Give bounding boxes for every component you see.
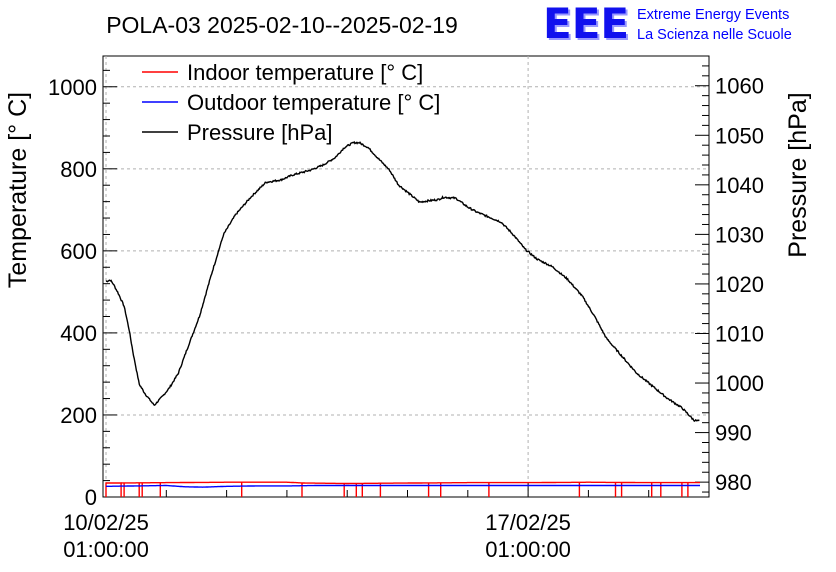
y-right-tick-label: 980: [715, 470, 752, 495]
legend: Indoor temperature [° C] Outdoor tempera…: [142, 60, 440, 145]
y-right-tick-label: 1030: [715, 222, 764, 247]
chart-title: POLA-03 2025-02-10--2025-02-19: [106, 12, 458, 38]
x-tick-label-date: 17/02/25: [485, 510, 571, 535]
x-tick-label-time: 01:00:00: [485, 537, 571, 562]
eee-logo-shadow: EEE: [545, 1, 631, 50]
y-right-tick-label: 1050: [715, 123, 764, 148]
series-line-indoor-temperature: [105, 481, 700, 497]
grid: [103, 56, 709, 497]
axes: 0 200 400 600 800 1000 980 990 1000 1010 1020 1030 1…: [48, 55, 764, 562]
eee-logo: EEE EEE: [543, 0, 631, 50]
legend-label-indoor: Indoor temperature [° C]: [187, 60, 423, 85]
y-axis-right-label: Pressure [hPa]: [784, 92, 812, 257]
y-left-tick-label: 400: [60, 321, 97, 346]
legend-label-outdoor: Outdoor temperature [° C]: [187, 90, 440, 115]
x-tick-label-date: 10/02/25: [63, 510, 149, 535]
series-layer: [105, 140, 700, 497]
y-right-tick-label: 1060: [715, 74, 764, 99]
y-left-tick-label: 0: [85, 485, 97, 510]
y-axis-left-label: Temperature [° C]: [4, 92, 32, 288]
series-line-outdoor-temperature: [106, 484, 700, 488]
legend-label-pressure: Pressure [hPa]: [187, 120, 333, 145]
series-line-pressure: [105, 140, 700, 422]
y-right-tick-label: 990: [715, 421, 752, 446]
brand-line-1: Extreme Energy Events: [637, 7, 789, 23]
eee-logo-text: EEE: [543, 0, 629, 48]
y-right-tick-label: 1040: [715, 173, 764, 198]
y-right-tick-label: 1020: [715, 272, 764, 297]
y-left-tick-label: 200: [60, 403, 97, 428]
y-right-tick-label: 1000: [715, 371, 764, 396]
brand-line-2: La Scienza nelle Scuole: [637, 27, 792, 43]
y-left-tick-label: 800: [60, 157, 97, 182]
y-left-tick-label: 1000: [48, 75, 97, 100]
y-right-tick-label: 1010: [715, 321, 764, 346]
plot-frame: [102, 55, 710, 498]
y-left-tick-label: 600: [60, 239, 97, 264]
x-tick-label-time: 01:00:00: [63, 537, 149, 562]
